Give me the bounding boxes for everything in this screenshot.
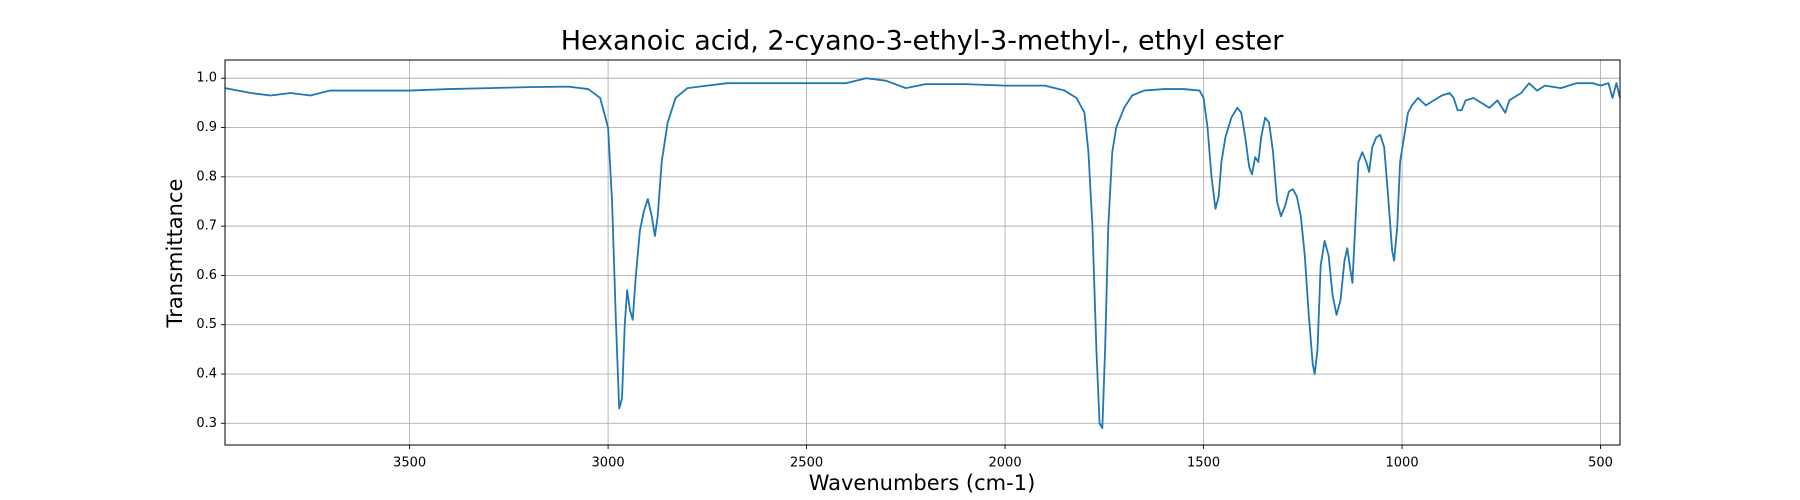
- y-tick-label: 0.3: [196, 416, 217, 431]
- x-tick-label: 1500: [1187, 456, 1220, 471]
- x-tick-label: 3500: [393, 456, 426, 471]
- y-tick-label: 1.0: [196, 71, 217, 86]
- data-line: [224, 77, 1621, 430]
- x-tick-label: 500: [1588, 456, 1613, 471]
- y-tick-label: 0.7: [196, 219, 217, 234]
- y-tick-label: 0.4: [196, 367, 217, 382]
- y-tick-label: 0.5: [196, 317, 217, 332]
- y-tick-label: 0.6: [196, 268, 217, 283]
- plot-frame: [224, 59, 1621, 446]
- x-tick-label: 1000: [1386, 456, 1419, 471]
- x-tick-label: 2500: [790, 456, 823, 471]
- x-tick-label: 3000: [592, 456, 625, 471]
- y-tick-label: 0.8: [196, 169, 217, 184]
- chart-title: Hexanoic acid, 2-cyano-3-ethyl-3-methyl-…: [561, 26, 1285, 57]
- y-tick-label: 0.9: [196, 120, 217, 135]
- x-axis-label: Wavenumbers (cm-1): [809, 471, 1036, 495]
- y-axis-label: Transmittance: [163, 179, 187, 329]
- x-tick-label: 2000: [989, 456, 1022, 471]
